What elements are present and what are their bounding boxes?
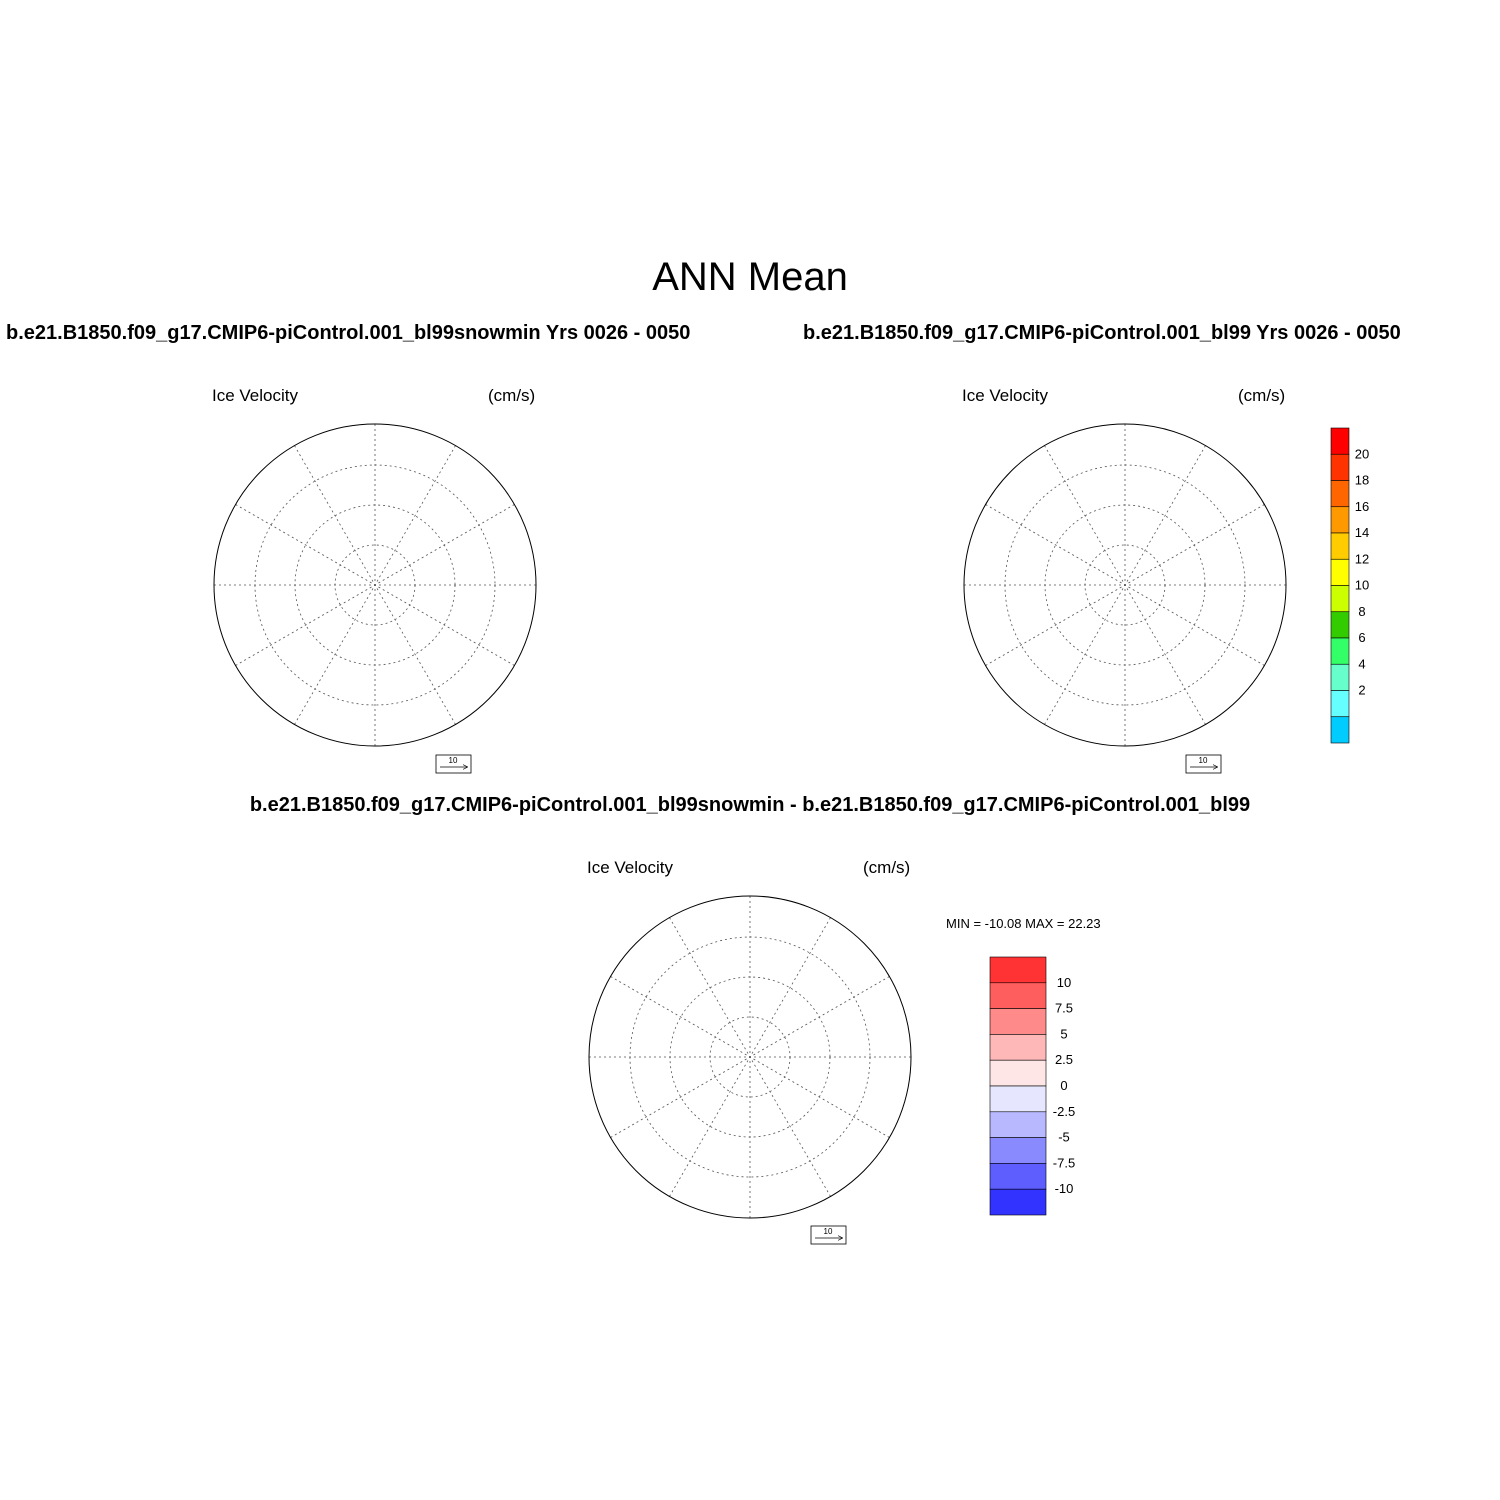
speed-colorbar-label: 8 — [1358, 604, 1365, 619]
difference-colorbar-box — [989, 1034, 1047, 1061]
speed-colorbar-label: 16 — [1355, 499, 1369, 514]
difference-colorbar-box — [989, 956, 1047, 984]
speed-colorbar-label: 18 — [1355, 473, 1369, 488]
main-title: ANN Mean — [652, 255, 848, 299]
speed-colorbar-label: 10 — [1355, 578, 1369, 593]
speed-colorbar-box — [1330, 611, 1350, 639]
panel3-ref-vector — [810, 1225, 847, 1245]
difference-colorbar-box — [989, 1008, 1047, 1035]
difference-colorbar-label: -7.5 — [1053, 1155, 1075, 1170]
speed-colorbar: 20 18 16 14 12 10 8 6 4 2 — [1330, 427, 1369, 744]
speed-colorbar-box — [1330, 663, 1350, 691]
speed-colorbar-box — [1330, 453, 1350, 481]
speed-colorbar-box — [1330, 427, 1350, 455]
speed-colorbar-box — [1330, 690, 1350, 718]
panel1-map — [213, 423, 537, 747]
difference-colorbar-box — [989, 1137, 1047, 1164]
panel1-title: b.e21.B1850.f09_g17.CMIP6-piControl.001_… — [6, 322, 691, 344]
panel3-title: b.e21.B1850.f09_g17.CMIP6-piControl.001_… — [249, 794, 1251, 816]
difference-colorbar-box — [989, 1188, 1047, 1216]
difference-colorbar-label: 0 — [1060, 1078, 1067, 1093]
panel2-map — [963, 423, 1287, 747]
panel3-left-label: Ice Velocity — [587, 858, 673, 877]
difference-colorbar-label: -5 — [1058, 1130, 1070, 1145]
speed-colorbar-label: 12 — [1355, 551, 1369, 566]
difference-colorbar-label: -2.5 — [1053, 1104, 1075, 1119]
speed-colorbar-label: 6 — [1358, 630, 1365, 645]
panel2-title: b.e21.B1850.f09_g17.CMIP6-piControl.001_… — [803, 322, 1401, 344]
difference-colorbar-box — [989, 982, 1047, 1009]
speed-colorbar-label: 14 — [1355, 525, 1369, 540]
speed-colorbar-label: 4 — [1358, 656, 1365, 671]
difference-colorbar-label: 5 — [1060, 1026, 1067, 1041]
difference-colorbar-box — [989, 1111, 1047, 1138]
panel1-right-label: (cm/s) — [488, 386, 536, 405]
speed-colorbar-label: 20 — [1355, 446, 1369, 461]
speed-colorbar-box — [1330, 637, 1350, 665]
difference-colorbar-box — [989, 1163, 1047, 1190]
difference-colorbar-label: 2.5 — [1055, 1052, 1073, 1067]
difference-colorbar-box — [989, 1085, 1047, 1113]
panel2-right-label: (cm/s) — [1238, 386, 1286, 405]
speed-colorbar-box — [1330, 716, 1350, 744]
difference-colorbar-box — [989, 1059, 1047, 1087]
panel1-ref-vector — [435, 754, 472, 774]
panel2-left-label: Ice Velocity — [962, 386, 1048, 405]
speed-colorbar-label: 2 — [1358, 683, 1365, 698]
panel3-map — [588, 895, 912, 1219]
difference-colorbar: 10 7.5 5 2.5 0 -2.5 -5 -7.5 -10 — [989, 956, 1075, 1216]
speed-colorbar-box — [1330, 480, 1350, 508]
speed-colorbar-box — [1330, 585, 1350, 613]
speed-colorbar-box — [1330, 506, 1350, 534]
difference-colorbar-label: -10 — [1055, 1181, 1074, 1196]
panel1-ref-vector-label: 10 — [449, 756, 458, 765]
panel3-ref-vector-label: 10 — [824, 1227, 833, 1236]
panel3-minmax: MIN = -10.08 MAX = 22.23 — [946, 916, 1101, 931]
difference-colorbar-label: 7.5 — [1055, 1001, 1073, 1016]
panel2-ref-vector-label: 10 — [1199, 756, 1208, 765]
panel3-right-label: (cm/s) — [863, 858, 911, 877]
panel1-left-label: Ice Velocity — [212, 386, 298, 405]
difference-colorbar-label: 10 — [1057, 975, 1071, 990]
speed-colorbar-box — [1330, 532, 1350, 560]
panel2-ref-vector — [1185, 754, 1222, 774]
speed-colorbar-box — [1330, 558, 1350, 586]
